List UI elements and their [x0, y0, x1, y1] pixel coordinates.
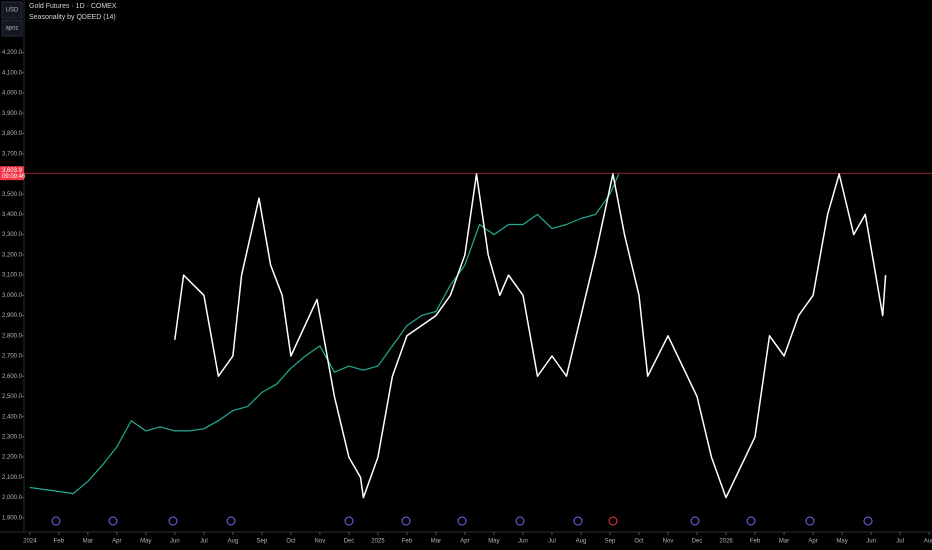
y-tick-label: 2,200.0 — [2, 455, 23, 461]
y-tick-label: 2,700.0 — [2, 354, 23, 360]
y-tick-label: 2,900.0 — [2, 313, 23, 319]
x-tick-label: Jun — [170, 539, 180, 545]
indicator-name: Seasonality by QDEED (14) — [29, 14, 116, 21]
current-price-tag — [0, 166, 24, 181]
x-tick-label: 2025 — [371, 539, 385, 545]
event-icon[interactable] — [344, 516, 354, 526]
scale-button[interactable] — [1, 19, 23, 37]
x-tick-label: Aug — [576, 539, 587, 545]
chart-title: Gold Futures · 1D · COMEX — [29, 3, 117, 10]
x-tick-label: Jul — [548, 539, 556, 545]
x-tick-label: Jun — [866, 539, 876, 545]
x-tick-label: May — [836, 539, 847, 545]
y-tick-label: 3,500.0 — [2, 192, 23, 198]
x-tick-label: Jul — [896, 539, 904, 545]
event-icon[interactable] — [805, 516, 815, 526]
y-tick-label: 3,000.0 — [2, 293, 23, 299]
y-tick-label: 3,100.0 — [2, 273, 23, 279]
x-tick-label: May — [140, 539, 151, 545]
x-tick-label: Nov — [663, 539, 674, 545]
y-tick-label: 2,800.0 — [2, 333, 23, 339]
y-tick-label: 2,300.0 — [2, 435, 23, 441]
event-icon[interactable] — [226, 516, 236, 526]
x-tick-label: 2024 — [23, 539, 37, 545]
x-tick-label: Apr — [460, 539, 469, 545]
y-tick-label: 2,500.0 — [2, 394, 23, 400]
y-tick-label: 4,200.0 — [2, 50, 23, 56]
x-tick-label: Feb — [54, 539, 65, 545]
y-tick-label: 3,300.0 — [2, 232, 23, 238]
event-icon[interactable] — [573, 516, 583, 526]
y-tick-label: 1,900.0 — [2, 515, 23, 521]
x-tick-label: May — [488, 539, 499, 545]
scale-mode[interactable]: apoz — [5, 26, 18, 32]
x-tick-label: Sep — [257, 539, 268, 545]
y-tick-label: 4,000.0 — [2, 91, 23, 97]
x-tick-label: Mar — [83, 539, 93, 545]
y-tick-label: 3,800.0 — [2, 131, 23, 137]
current-price-label: 3,603.9 — [2, 168, 23, 174]
x-tick-label: Feb — [750, 539, 761, 545]
event-icon[interactable] — [608, 516, 618, 526]
y-tick-label: 2,400.0 — [2, 414, 23, 420]
x-tick-label: Nov — [315, 539, 326, 545]
x-tick-label: Feb — [402, 539, 413, 545]
event-icon[interactable] — [515, 516, 525, 526]
x-tick-label: Oct — [634, 539, 644, 545]
x-tick-label: 2026 — [719, 539, 733, 545]
event-icon[interactable] — [168, 516, 178, 526]
event-icon[interactable] — [51, 516, 61, 526]
y-tick-label: 3,900.0 — [2, 111, 23, 117]
y-tick-label: 2,000.0 — [2, 495, 23, 501]
x-tick-label: Apr — [112, 539, 121, 545]
x-tick-label: Dec — [344, 539, 355, 545]
event-icon[interactable] — [746, 516, 756, 526]
currency-button[interactable] — [1, 1, 23, 19]
event-icon[interactable] — [457, 516, 467, 526]
x-tick-label: Apr — [808, 539, 817, 545]
x-tick-label: Aug — [924, 539, 932, 545]
event-icon[interactable] — [690, 516, 700, 526]
x-tick-label: Sep — [605, 539, 616, 545]
x-tick-label: Aug — [228, 539, 239, 545]
event-icon[interactable] — [401, 516, 411, 526]
x-tick-label: Jun — [518, 539, 528, 545]
x-tick-label: Jul — [200, 539, 208, 545]
y-tick-label: 3,700.0 — [2, 151, 23, 157]
x-tick-label: Mar — [779, 539, 789, 545]
y-tick-label: 2,100.0 — [2, 475, 23, 481]
x-tick-label: Oct — [286, 539, 296, 545]
event-icons — [51, 516, 873, 526]
y-tick-label: 4,100.0 — [2, 70, 23, 76]
x-tick-label: Mar — [431, 539, 441, 545]
y-tick-label: 2,600.0 — [2, 374, 23, 380]
currency[interactable]: USD — [6, 8, 19, 14]
x-tick-label: Dec — [692, 539, 703, 545]
y-tick-label: 3,400.0 — [2, 212, 23, 218]
event-icon[interactable] — [108, 516, 118, 526]
series-line — [174, 173, 887, 499]
countdown: 09:09:46 — [2, 174, 26, 180]
y-tick-label: 3,200.0 — [2, 252, 23, 258]
event-icon[interactable] — [863, 516, 873, 526]
